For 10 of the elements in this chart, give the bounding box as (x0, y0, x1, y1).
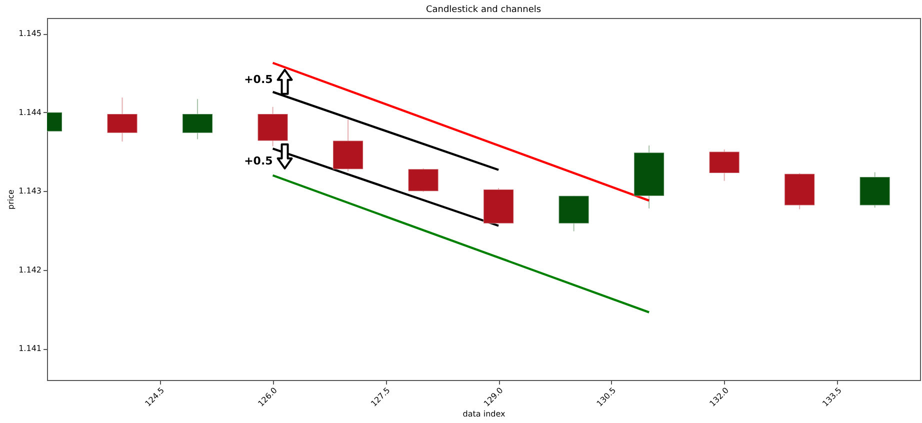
y-tick-label: 1.142 (18, 265, 42, 274)
y-tick-label: 1.141 (18, 344, 42, 354)
chart-title: Candlestick and channels (426, 5, 542, 15)
y-tick-label: 1.145 (18, 29, 42, 38)
y-axis-title: price (6, 189, 16, 210)
annotation: +0.5 (244, 154, 273, 168)
annotation: +0.5 (244, 72, 273, 86)
y-tick-label: 1.144 (18, 108, 42, 117)
y-tick-label: 1.143 (18, 186, 42, 196)
x-axis-title: data index (462, 409, 506, 418)
